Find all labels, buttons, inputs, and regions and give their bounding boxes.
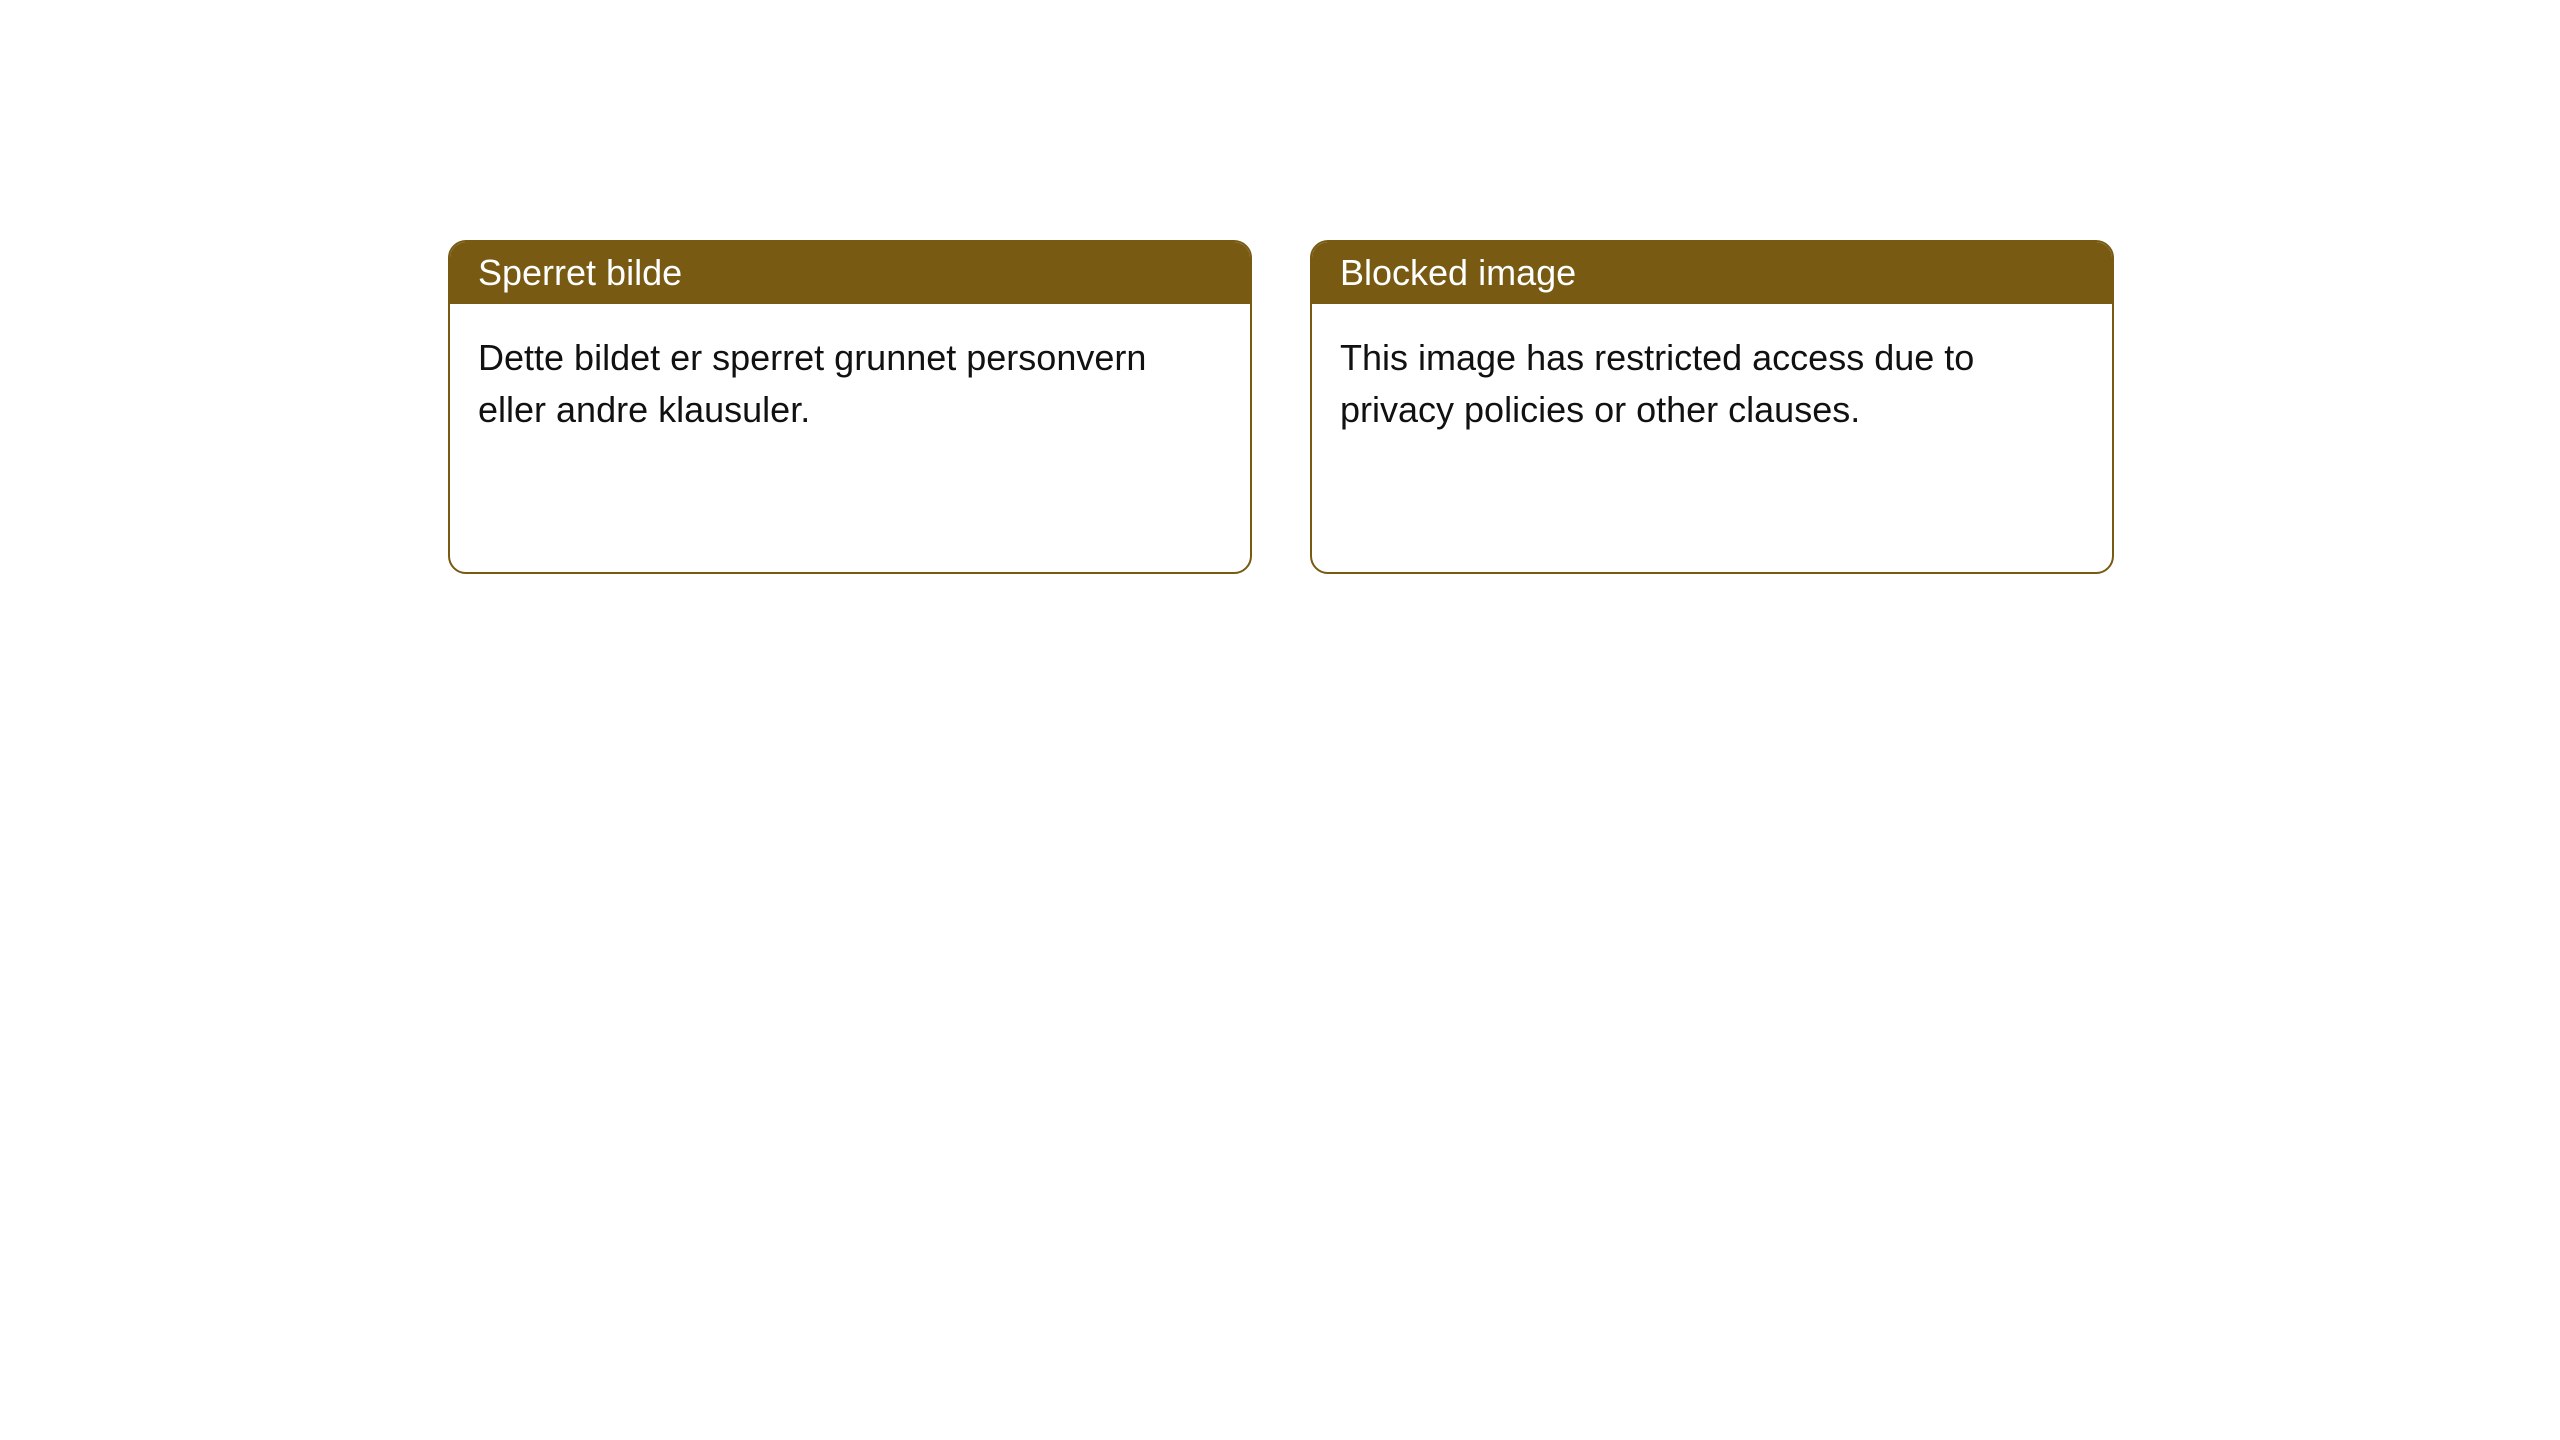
notice-text: Dette bildet er sperret grunnet personve… [478,337,1146,430]
notice-body: This image has restricted access due to … [1312,304,2112,464]
notice-body: Dette bildet er sperret grunnet personve… [450,304,1250,464]
notice-container: Sperret bilde Dette bildet er sperret gr… [0,0,2560,574]
notice-card-english: Blocked image This image has restricted … [1310,240,2114,574]
notice-title: Blocked image [1340,252,1576,293]
notice-text: This image has restricted access due to … [1340,337,1974,430]
notice-card-norwegian: Sperret bilde Dette bildet er sperret gr… [448,240,1252,574]
notice-header: Blocked image [1312,242,2112,304]
notice-title: Sperret bilde [478,252,682,293]
notice-header: Sperret bilde [450,242,1250,304]
